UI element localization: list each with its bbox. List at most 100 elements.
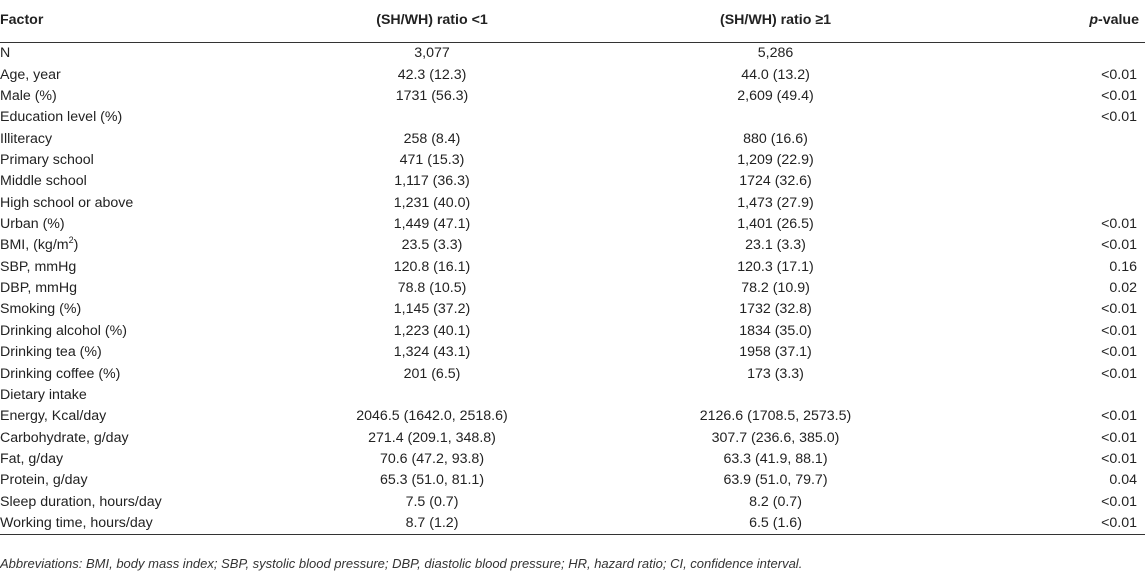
row-value-high-ratio: 2,609 (49.4) bbox=[737, 87, 814, 104]
row-value-low-ratio: 1,117 (36.3) bbox=[394, 173, 470, 190]
row-value-high-ratio: 880 (16.6) bbox=[743, 130, 808, 147]
row-factor: Working time, hours/day bbox=[0, 512, 262, 536]
table-row: Drinking alcohol (%) 1,223 (40.1) 1834 (35… bbox=[0, 321, 1145, 342]
row-p-value: <0.01 bbox=[1101, 322, 1137, 339]
row-factor: Protein, g/day bbox=[0, 472, 88, 489]
row-value-high-ratio: 1,401 (26.5) bbox=[737, 216, 814, 233]
row-factor: Age, year bbox=[0, 66, 61, 83]
table-row: Carbohydrate, g/day 271.4 (209.1, 348.8) 3… bbox=[0, 427, 1145, 448]
row-factor: Smoking (%) bbox=[0, 301, 82, 318]
row-p-value bbox=[949, 150, 1145, 171]
row-value-low-ratio: 42.3 (12.3) bbox=[397, 66, 467, 83]
row-value-low-ratio: 3,077 bbox=[414, 45, 450, 62]
table-row: N 3,077 5,286 bbox=[0, 43, 1145, 65]
table-row: Smoking (%) 1,145 (37.2) 1732 (32.8) <0.01 bbox=[0, 299, 1145, 320]
row-p-value: <0.01 bbox=[1101, 493, 1137, 510]
row-value-low-ratio bbox=[262, 385, 602, 406]
table-row: Sleep duration, hours/day 7.5 (0.7) 8.2 (0… bbox=[0, 492, 1145, 513]
header-row: Factor (SH/WH) ratio <1 (SH/WH) ratio ≥1… bbox=[0, 0, 1145, 43]
header-group-low-ratio: (SH/WH) ratio <1 bbox=[262, 0, 602, 43]
table-row: Male (%) 1731 (56.3) 2,609 (49.4) <0.01 bbox=[0, 86, 1145, 107]
row-value-low-ratio bbox=[262, 107, 602, 128]
row-value-low-ratio: 65.3 (51.0, 81.1) bbox=[379, 472, 485, 489]
table-row: Working time, hours/day 8.7 (1.2) 6.5 (1.6… bbox=[0, 512, 1145, 536]
row-factor: High school or above bbox=[0, 194, 134, 211]
row-p-value: <0.01 bbox=[1101, 451, 1137, 467]
row-factor: BMI, (kg/m2) bbox=[0, 235, 262, 256]
table-row: Energy, Kcal/day 2046.5 (1642.0, 2518.6) 2… bbox=[0, 406, 1145, 427]
row-factor: Male (%) bbox=[0, 87, 57, 104]
row-value-high-ratio: 1724 (32.6) bbox=[739, 173, 812, 190]
table-row: Protein, g/day 65.3 (51.0, 81.1) 63.9 (51.… bbox=[0, 470, 1145, 491]
table-row: Middle school 1,117 (36.3) 1724 (32.6) bbox=[0, 171, 1145, 192]
row-value-high-ratio: 1834 (35.0) bbox=[739, 322, 812, 339]
table-body: N 3,077 5,286 Age, year 42.3 (12.3) 44.0 (13.… bbox=[0, 43, 1145, 536]
row-p-value: <0.01 bbox=[1101, 429, 1137, 446]
table-row: SBP, mmHg 120.8 (16.1) 120.3 (17.1) 0.16 bbox=[0, 257, 1145, 278]
baseline-characteristics-table: Factor (SH/WH) ratio <1 (SH/WH) ratio ≥1… bbox=[0, 0, 1145, 536]
row-value-low-ratio: 258 (8.4) bbox=[403, 130, 461, 147]
table-row: Education level (%) <0.01 bbox=[0, 107, 1145, 128]
header-group-high-ratio: (SH/WH) ratio ≥1 bbox=[602, 0, 949, 43]
row-factor: Drinking coffee (%) bbox=[0, 365, 121, 382]
row-value-high-ratio: 5,286 bbox=[757, 45, 794, 62]
header-p-italic: p bbox=[1089, 12, 1098, 28]
row-value-high-ratio: 1958 (37.1) bbox=[739, 344, 812, 361]
row-value-high-ratio: 78.2 (10.9) bbox=[741, 280, 810, 297]
row-value-low-ratio: 2046.5 (1642.0, 2518.6) bbox=[356, 408, 508, 425]
table-row: Drinking tea (%) 1,324 (43.1) 1958 (37.1) <… bbox=[0, 342, 1145, 363]
row-value-high-ratio: 120.3 (17.1) bbox=[737, 258, 814, 275]
table-row: Drinking coffee (%) 201 (6.5) 173 (3.3) <0.… bbox=[0, 363, 1145, 384]
row-factor: N bbox=[0, 45, 11, 62]
row-factor: Dietary intake bbox=[0, 386, 87, 403]
row-value-low-ratio: 70.6 (47.2, 93.8) bbox=[379, 451, 485, 467]
table-row: BMI, (kg/m2) 23.5 (3.3) 23.1 (3.3) <0.01 bbox=[0, 235, 1145, 256]
row-value-high-ratio: 1732 (32.8) bbox=[739, 301, 812, 318]
row-p-value: 0.16 bbox=[1109, 258, 1137, 275]
row-value-high-ratio: 23.1 (3.3) bbox=[745, 237, 806, 254]
row-factor: DBP, mmHg bbox=[0, 280, 77, 297]
table-row: High school or above 1,231 (40.0) 1,473 (2… bbox=[0, 193, 1145, 214]
row-value-low-ratio: 271.4 (209.1, 348.8) bbox=[368, 429, 496, 446]
row-p-value: <0.01 bbox=[1101, 216, 1137, 233]
row-value-high-ratio: 173 (3.3) bbox=[747, 365, 804, 382]
row-value-high-ratio: 6.5 (1.6) bbox=[602, 512, 949, 536]
row-value-high-ratio: 63.9 (51.0, 79.7) bbox=[723, 472, 828, 489]
row-factor: Drinking tea (%) bbox=[0, 344, 102, 361]
row-value-low-ratio: 1731 (56.3) bbox=[395, 87, 469, 104]
row-factor: Urban (%) bbox=[0, 216, 65, 233]
row-factor: SBP, mmHg bbox=[0, 258, 77, 275]
row-p-value bbox=[949, 128, 1145, 149]
row-value-low-ratio: 201 (6.5) bbox=[403, 365, 461, 382]
header-p-value: p-value bbox=[949, 0, 1145, 43]
row-value-high-ratio bbox=[602, 385, 949, 406]
row-p-value: <0.01 bbox=[1101, 365, 1137, 382]
row-p-value: 0.02 bbox=[1109, 280, 1137, 297]
table-row: Age, year 42.3 (12.3) 44.0 (13.2) <0.01 bbox=[0, 64, 1145, 85]
row-value-high-ratio bbox=[602, 107, 949, 128]
row-p-value: <0.01 bbox=[1101, 344, 1137, 361]
row-value-high-ratio: 1,473 (27.9) bbox=[737, 194, 814, 211]
row-value-low-ratio: 1,449 (47.1) bbox=[393, 216, 471, 233]
row-factor: Primary school bbox=[0, 151, 94, 168]
row-value-low-ratio: 1,324 (43.1) bbox=[393, 344, 471, 361]
row-factor-superscript: 2 bbox=[68, 235, 74, 246]
row-factor: Middle school bbox=[0, 173, 87, 190]
row-factor: Illiteracy bbox=[0, 130, 53, 147]
row-value-low-ratio: 471 (15.3) bbox=[399, 151, 465, 168]
header-factor: Factor bbox=[0, 0, 262, 43]
row-p-value: <0.01 bbox=[1101, 237, 1137, 254]
table-row: Illiteracy 258 (8.4) 880 (16.6) bbox=[0, 128, 1145, 149]
row-value-low-ratio: 8.7 (1.2) bbox=[262, 512, 602, 536]
row-value-low-ratio: 7.5 (0.7) bbox=[405, 493, 459, 510]
row-p-value: 0.04 bbox=[1109, 472, 1137, 489]
row-p-value bbox=[949, 43, 1145, 65]
table-footnote: Abbreviations: BMI, body mass index; SBP… bbox=[0, 556, 803, 571]
row-value-high-ratio: 307.7 (236.6, 385.0) bbox=[711, 429, 840, 446]
row-value-low-ratio: 1,145 (37.2) bbox=[393, 301, 471, 318]
row-p-value: <0.01 bbox=[1101, 301, 1137, 318]
row-factor: Energy, Kcal/day bbox=[0, 408, 107, 425]
row-value-high-ratio: 1,209 (22.9) bbox=[737, 151, 814, 168]
row-value-low-ratio: 23.5 (3.3) bbox=[401, 237, 463, 254]
